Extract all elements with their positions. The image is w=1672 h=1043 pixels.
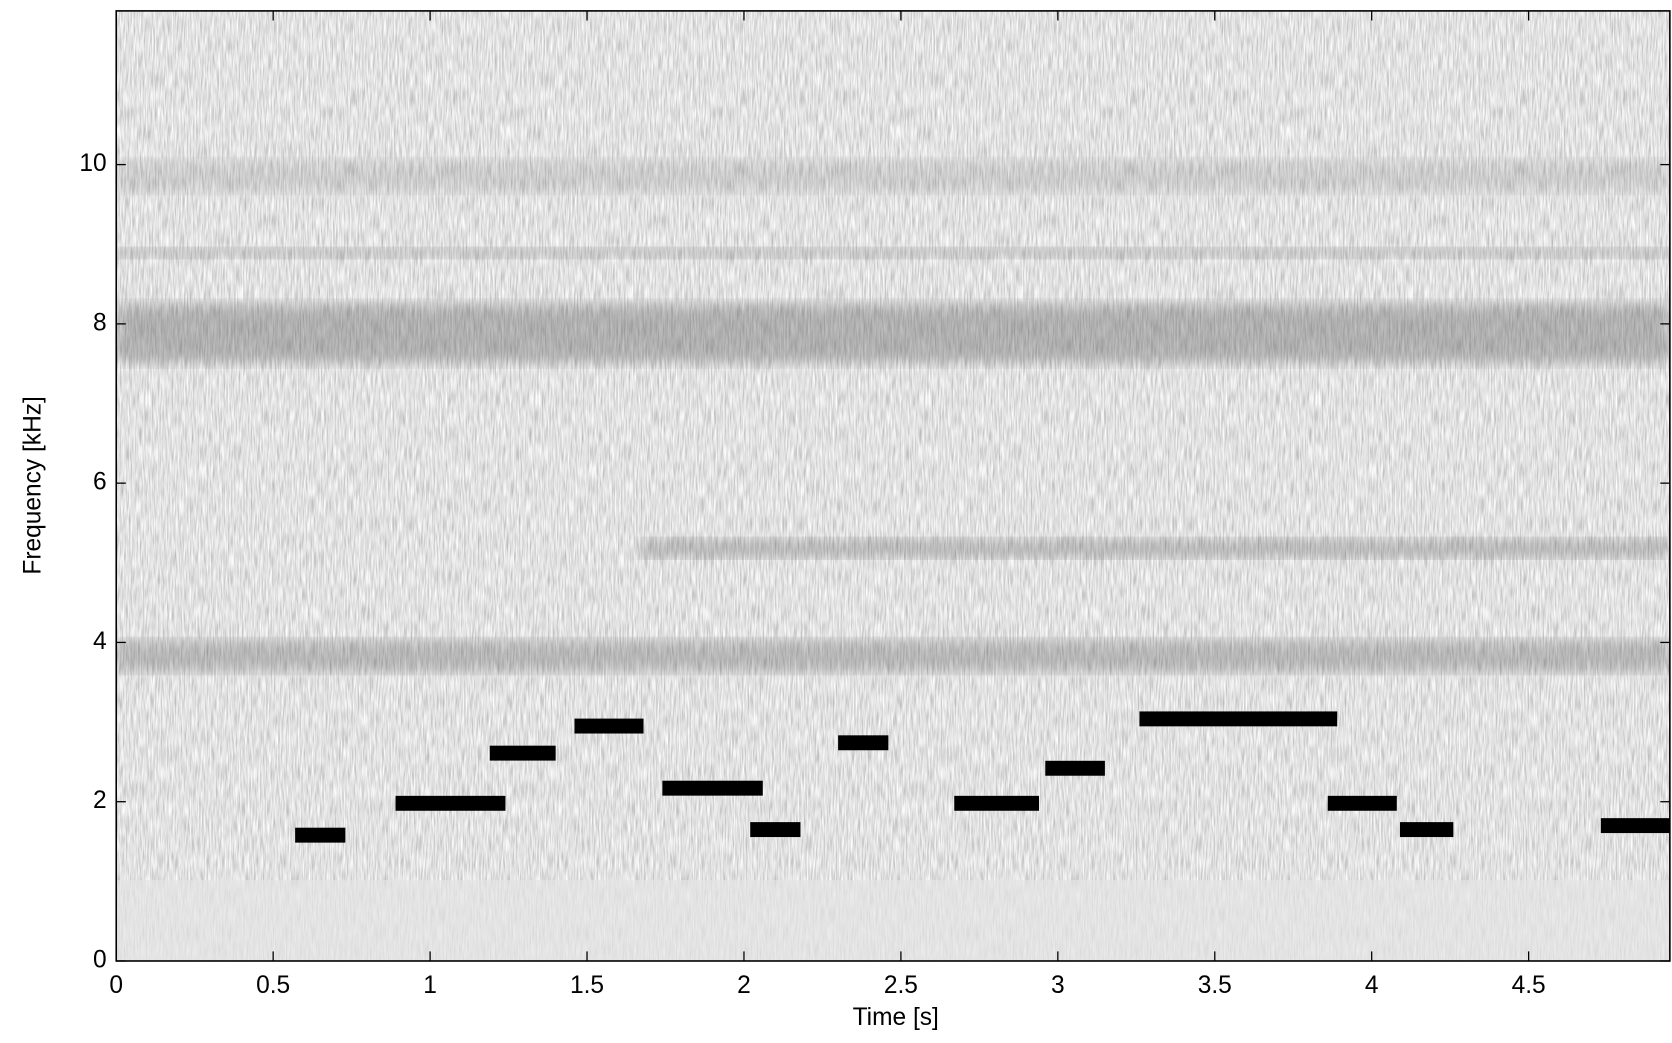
x-axis-label: Time [s]: [853, 1004, 939, 1031]
annotation-bar: [1327, 795, 1397, 811]
low-band: [116, 879, 1670, 961]
annotation-bar: [1399, 822, 1454, 838]
x-tick-label: 1.5: [570, 972, 604, 999]
annotation-bar: [489, 745, 556, 761]
noise-band: [116, 247, 1670, 259]
y-tick-label: 6: [93, 469, 107, 496]
annotation-bar: [1045, 760, 1105, 776]
x-tick-label: 0: [109, 972, 123, 999]
annotation-bar: [395, 795, 506, 811]
annotation-bar: [954, 795, 1039, 811]
annotation-bar: [1600, 818, 1670, 834]
y-tick-label: 0: [93, 946, 107, 973]
x-tick-label: 0.5: [256, 972, 290, 999]
noise-band: [116, 160, 1670, 193]
y-tick-label: 10: [79, 150, 106, 177]
y-tick-label: 8: [93, 309, 107, 336]
annotation-bar: [1139, 711, 1338, 727]
annotation-bar: [574, 718, 644, 734]
noise-band: [639, 538, 1670, 558]
spectrogram-noise: [116, 10, 1670, 961]
spectrogram: [116, 10, 1670, 961]
x-tick-label: 2: [737, 972, 751, 999]
annotation-bar: [838, 735, 889, 751]
annotation-bar: [295, 827, 346, 843]
plot-frame: [115, 10, 1671, 962]
y-tick-label: 2: [93, 787, 107, 814]
x-tick-label: 2.5: [884, 972, 918, 999]
x-tick-label: 4.5: [1512, 972, 1546, 999]
x-tick-label: 4: [1365, 972, 1379, 999]
x-tick-label: 3: [1051, 972, 1065, 999]
noise-band: [116, 640, 1670, 673]
annotation-bar: [750, 822, 801, 838]
annotation-bar: [662, 780, 763, 796]
y-axis-label: Frequency [kHz]: [20, 396, 47, 574]
x-tick-label: 1: [423, 972, 437, 999]
y-tick-label: 4: [93, 628, 107, 655]
x-tick-label: 3.5: [1198, 972, 1232, 999]
noise-band: [116, 304, 1670, 363]
